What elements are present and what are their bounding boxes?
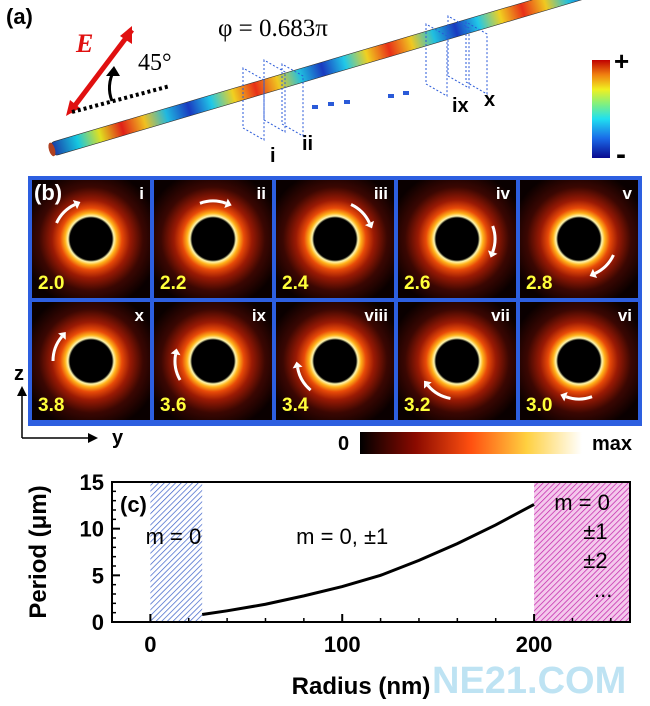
y-tick-label: 10 xyxy=(80,517,104,542)
axis-z-label: z xyxy=(14,368,24,385)
profile-cell: v 2.8 xyxy=(520,180,638,298)
e-field-arrowhead-bottom xyxy=(66,100,80,116)
colorbar-minus: - xyxy=(616,138,626,171)
profile-position-value: 2.0 xyxy=(38,273,65,294)
reference-dotted-line xyxy=(71,84,171,114)
panel-b-field-profiles: (b) i 2.0 ii 2.2 iii 2.4 iv 2.6 v 2.8 x 3.8 ix 3.6 vii… xyxy=(28,176,642,426)
rotation-arrow-icon xyxy=(350,203,374,229)
phase-label: φ = 0.683π xyxy=(218,15,328,42)
higher-modes-label: ±1 xyxy=(583,519,607,544)
profile-index-label: iii xyxy=(373,184,388,203)
profile-position-value: 2.4 xyxy=(282,273,309,294)
rotation-arrow-icon xyxy=(292,361,312,392)
axis-y-label: y xyxy=(112,427,124,448)
profile-cell: viii 3.4 xyxy=(276,302,394,420)
watermark-text: NE21.COM xyxy=(432,660,627,702)
rotation-arrow-icon xyxy=(55,200,81,224)
colorbar-min-label: 0 xyxy=(338,433,349,455)
profile-position-value: 2.2 xyxy=(160,273,187,294)
rotation-arrow-icon xyxy=(589,254,615,278)
cut-label-ix: ix xyxy=(452,95,469,117)
x-axis-label: Radius (nm) xyxy=(292,673,431,700)
profile-position-value: 3.0 xyxy=(526,395,553,416)
y-tick-label: 0 xyxy=(92,610,104,635)
higher-modes-label: m = 0 xyxy=(554,490,610,515)
ellipsis-dots xyxy=(312,91,409,109)
profile-index-label: x xyxy=(134,306,144,325)
profile-cell: vi 3.0 xyxy=(520,302,638,420)
e-field-arrow xyxy=(68,28,134,114)
panel-b-label: (b) xyxy=(34,180,63,205)
rotation-arrow-icon xyxy=(170,348,182,381)
fiber-rod xyxy=(49,0,607,156)
y-axis-label: Period (μm) xyxy=(25,485,52,618)
panel-a-label: (a) xyxy=(6,4,33,29)
zy-axes: z y xyxy=(14,368,124,448)
higher-modes-label: ±2 xyxy=(583,548,607,573)
panel-a-fiber-field: (a) E 45° φ = 0.683π i ii ix x + - xyxy=(6,0,629,171)
x-tick-label: 0 xyxy=(144,632,156,657)
colorbar-max-label: max xyxy=(592,433,632,455)
region-m0 xyxy=(150,482,203,622)
profile-position-value: 2.6 xyxy=(404,273,431,294)
profile-cell: vii 3.2 xyxy=(398,302,516,420)
profile-cell: ii 2.2 xyxy=(154,180,272,298)
cut-label-ii: ii xyxy=(302,133,313,155)
cross-section-planes xyxy=(242,15,488,141)
colorbar-plus: + xyxy=(614,46,629,76)
e-field-arrowhead-top xyxy=(120,26,132,44)
rotation-arrow-icon xyxy=(51,331,66,362)
region-higher-modes xyxy=(534,482,630,622)
panel-c-label: (c) xyxy=(120,492,147,517)
profile-cell: x 3.8 xyxy=(32,302,150,420)
profile-index-label: ii xyxy=(256,184,266,203)
profile-cell: i 2.0 xyxy=(32,180,150,298)
rotation-arrow-icon xyxy=(424,380,451,400)
rotation-arrow-icon xyxy=(560,391,593,402)
y-tick-label: 5 xyxy=(92,563,104,588)
angle-arc-head xyxy=(106,66,120,76)
period-series-line xyxy=(201,503,535,617)
field-colorbar xyxy=(592,60,610,158)
cut-label-x: x xyxy=(484,89,495,111)
panel-c-period-chart: 0 100 200 0 5 10 15 Radius (nm) Period (μm) (c) m … xyxy=(25,470,631,700)
profile-index-label: ix xyxy=(251,306,266,325)
profile-index-label: v xyxy=(622,184,632,203)
intensity-colorbar: 0 max xyxy=(338,432,632,455)
intensity-gradient xyxy=(360,432,582,454)
rotation-arrow-icon xyxy=(199,198,232,209)
profile-position-value: 3.2 xyxy=(404,395,431,416)
x-tick-label: 100 xyxy=(324,632,361,657)
plot-frame xyxy=(111,481,631,623)
profile-index-label: vi xyxy=(617,306,632,325)
cut-label-i: i xyxy=(270,145,276,167)
rotation-arrow-icon xyxy=(487,225,498,258)
x-tick-label: 200 xyxy=(516,632,553,657)
e-field-symbol: E xyxy=(75,29,93,58)
profile-index-label: i xyxy=(139,184,144,203)
profile-index-label: iv xyxy=(495,184,510,203)
profile-cell: iv 2.6 xyxy=(398,180,516,298)
profile-position-value: 3.8 xyxy=(38,395,65,416)
profile-position-value: 2.8 xyxy=(526,273,553,294)
angle-label: 45° xyxy=(138,50,172,76)
fiber-end-cap xyxy=(48,142,56,157)
profile-cell: iii 2.4 xyxy=(276,180,394,298)
profile-cell: ix 3.6 xyxy=(154,302,272,420)
profile-index-label: vii xyxy=(491,306,510,325)
profile-position-value: 3.4 xyxy=(282,395,309,416)
profile-position-value: 3.6 xyxy=(160,395,187,416)
profile-index-label: viii xyxy=(364,306,388,325)
middle-region-label: m = 0, ±1 xyxy=(296,524,388,549)
y-tick-label: 15 xyxy=(80,470,104,495)
higher-modes-label: ... xyxy=(594,577,612,602)
region-m0-label: m = 0 xyxy=(146,524,202,549)
